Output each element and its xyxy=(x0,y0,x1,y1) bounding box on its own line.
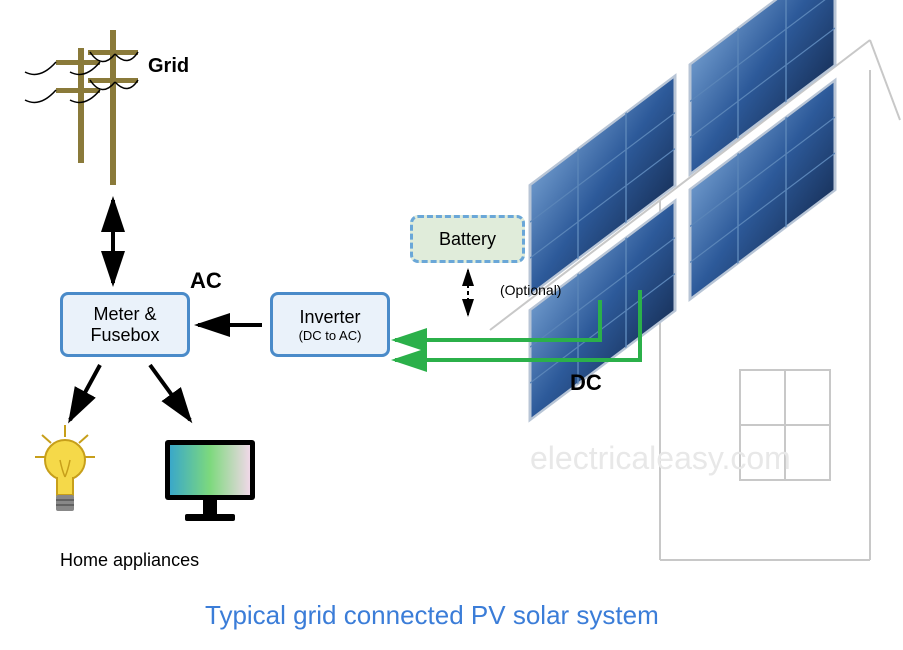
meter-line1: Meter & xyxy=(93,304,156,325)
battery-box: Battery xyxy=(410,215,525,263)
solar-panels xyxy=(530,0,835,420)
dc-label: DC xyxy=(570,370,602,396)
meter-fusebox-box: Meter & Fusebox xyxy=(60,292,190,357)
battery-label: Battery xyxy=(439,229,496,250)
house-outline xyxy=(490,40,900,560)
monitor-icon xyxy=(165,440,255,521)
diagram-title: Typical grid connected PV solar system xyxy=(205,600,659,631)
arrow-meter-monitor xyxy=(150,365,190,420)
arrow-meter-bulb xyxy=(70,365,100,420)
dc-lines xyxy=(395,290,640,360)
inverter-line1: Inverter xyxy=(299,307,360,328)
watermark: electricaleasy.com xyxy=(530,440,791,477)
ac-label: AC xyxy=(190,268,222,294)
inverter-box: Inverter (DC to AC) xyxy=(270,292,390,357)
optional-label: (Optional) xyxy=(500,282,561,298)
inverter-line2: (DC to AC) xyxy=(299,328,362,343)
grid-label: Grid xyxy=(148,55,189,78)
meter-line2: Fusebox xyxy=(90,325,159,346)
grid-pole xyxy=(25,30,138,185)
appliances-label: Home appliances xyxy=(60,550,199,571)
lightbulb-icon xyxy=(35,425,95,511)
